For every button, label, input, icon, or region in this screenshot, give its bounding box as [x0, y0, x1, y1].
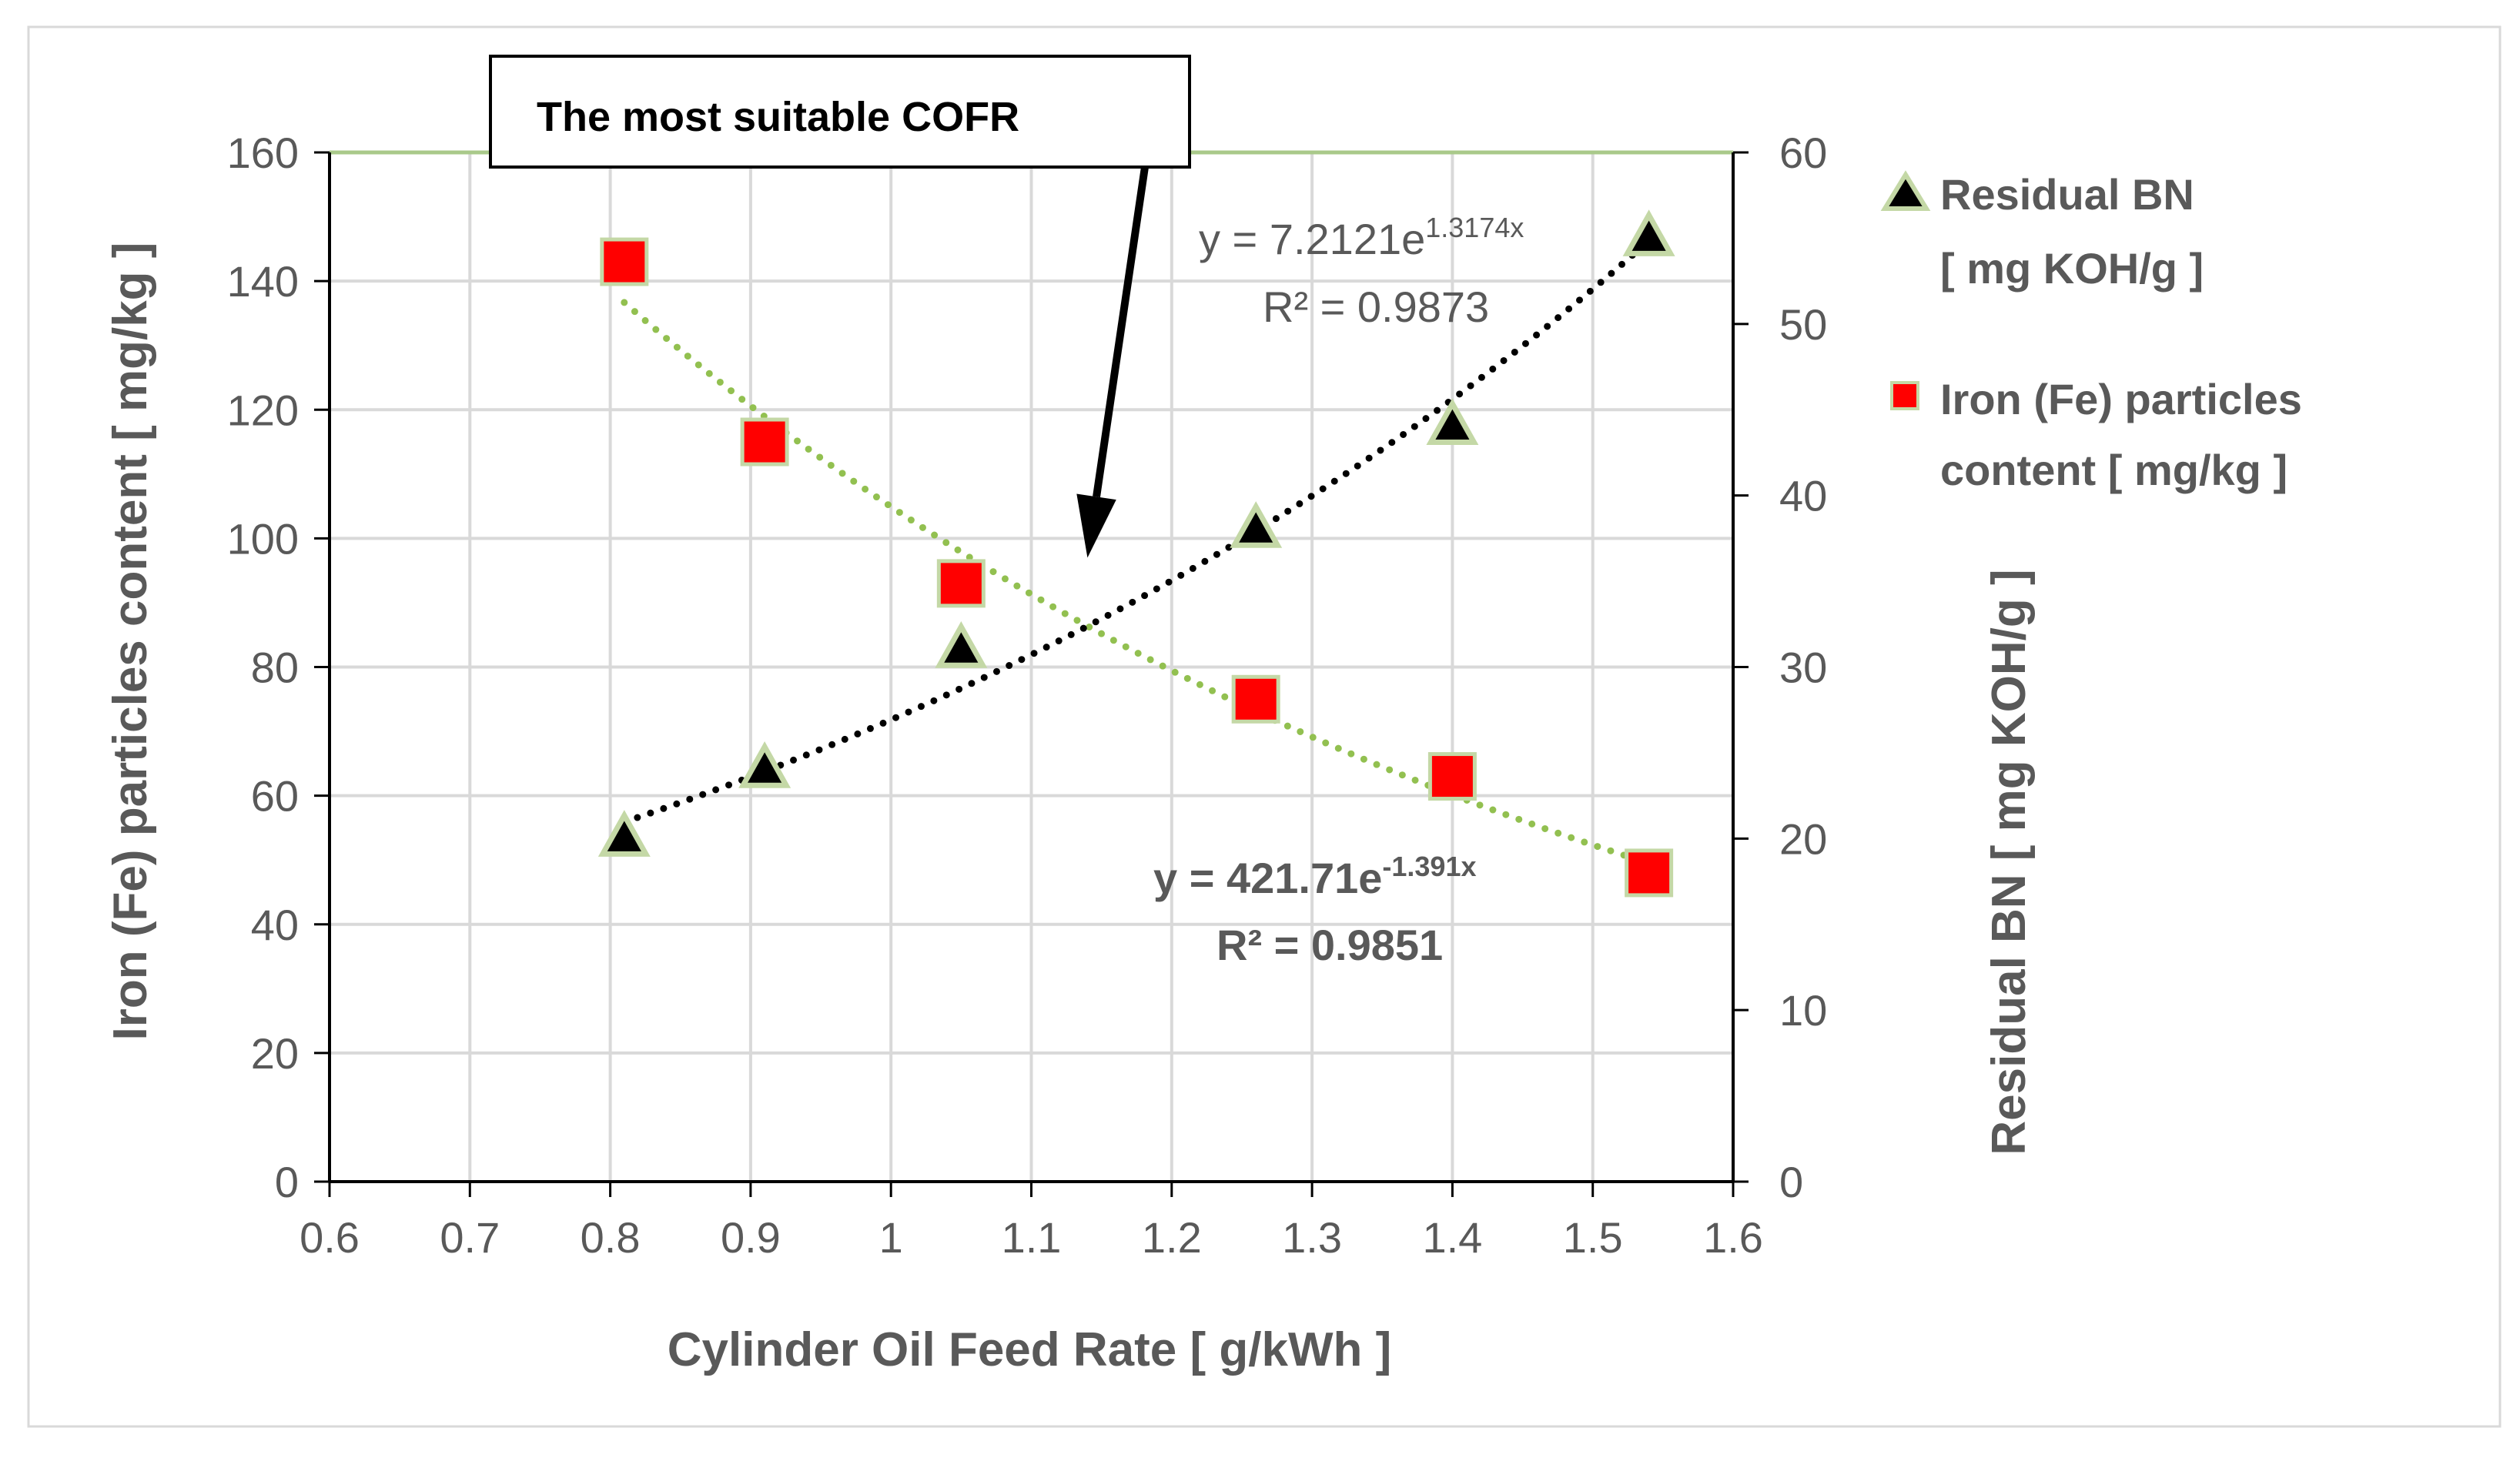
- axes: 0.6 0.7 0.8 0.9 1 1.1 1.2 1.3 1.4 1.5 1.6 0 20 40 60 80…: [227, 129, 1828, 1262]
- fe-data-point: [936, 559, 986, 608]
- y-axis-left-title: Iron (Fe) particles content [ mg/kg ]: [104, 242, 157, 1041]
- bn-trend-equation: y = 7.2121e1.3174x: [1199, 212, 1524, 263]
- fe-data-point: [600, 237, 649, 286]
- y-left-tick-label: 60: [251, 772, 299, 821]
- y-right-tick-label: 0: [1779, 1158, 1803, 1206]
- fe-trend-equation-exponent: -1.391x: [1382, 851, 1476, 882]
- y-right-tick-label: 50: [1779, 300, 1827, 349]
- annotation-text: The most suitable COFR: [537, 94, 1019, 140]
- legend: Residual BN [ mg KOH/g ] Iron (Fe) parti…: [1880, 170, 2302, 494]
- y-left-tick-label: 20: [251, 1029, 299, 1078]
- legend-label-residual-bn-line2: [ mg KOH/g ]: [1940, 244, 2204, 293]
- x-tick-label: 1.4: [1422, 1213, 1482, 1262]
- y-left-tick-label: 120: [227, 386, 299, 434]
- x-tick-label: 1: [879, 1213, 903, 1262]
- legend-marker-square: [1890, 381, 1919, 410]
- y-left-tick-label: 40: [251, 901, 299, 949]
- bn-data-point: [1426, 398, 1479, 446]
- data-markers: [597, 209, 1675, 898]
- bn-trendline: [621, 237, 1653, 826]
- legend-label-iron-line1: Iron (Fe) particles: [1940, 375, 2302, 423]
- annotation-most-suitable-cofr: The most suitable COFR: [489, 55, 1191, 558]
- fe-trend-equation: y = 421.71e-1.391x: [1153, 851, 1477, 902]
- bn-data-point: [1230, 501, 1283, 548]
- annotation-box: [489, 55, 1191, 169]
- y-right-tick-label: 40: [1779, 472, 1827, 520]
- x-tick-label: 0.7: [440, 1213, 500, 1262]
- legend-label-residual-bn-line1: Residual BN: [1940, 170, 2194, 219]
- y-left-tick-label: 80: [251, 644, 299, 692]
- x-tick-label: 1.1: [1002, 1213, 1062, 1262]
- legend-item-iron-particles: Iron (Fe) particles content [ mg/kg ]: [1890, 375, 2302, 494]
- bn-data-point: [1622, 209, 1675, 256]
- bn-trend-equation-exponent: 1.3174x: [1425, 212, 1524, 243]
- annotation-arrowhead: [1076, 493, 1116, 558]
- fe-data-point: [1231, 674, 1280, 724]
- y-left-tick-label: 0: [275, 1158, 299, 1206]
- fe-data-point: [740, 417, 789, 466]
- y-right-tick-label: 30: [1779, 644, 1827, 692]
- y-left-tick-label: 100: [227, 514, 299, 563]
- fe-data-point: [1427, 752, 1477, 801]
- bn-trend-r2: R² = 0.9873: [1263, 283, 1489, 331]
- legend-marker-triangle: [1880, 170, 1931, 211]
- y-right-tick-label: 10: [1779, 986, 1827, 1035]
- x-tick-label: 1.2: [1142, 1213, 1202, 1262]
- x-tick-label: 0.9: [721, 1213, 781, 1262]
- bn-data-point: [597, 810, 651, 857]
- chart-frame: [27, 25, 2502, 1428]
- bn-trend-equation-main: y = 7.2121e: [1199, 215, 1425, 263]
- legend-label-iron-line2: content [ mg/kg ]: [1940, 446, 2287, 494]
- y-axis-right-title: Residual BN [ mg KOH/g ]: [1983, 569, 2036, 1155]
- gridlines: [330, 150, 1733, 1182]
- y-left-tick-label: 160: [227, 129, 299, 177]
- fe-trend-r2: R² = 0.9851: [1216, 921, 1443, 969]
- trendlines: [621, 237, 1653, 867]
- fe-trendline: [621, 299, 1653, 867]
- x-tick-label: 1.5: [1563, 1213, 1623, 1262]
- fe-trend-equation-main: y = 421.71e: [1153, 854, 1382, 902]
- x-tick-label: 1.3: [1282, 1213, 1342, 1262]
- annotation-arrow: [1093, 166, 1149, 498]
- x-tick-label: 0.8: [581, 1213, 641, 1262]
- x-axis-title: Cylinder Oil Feed Rate [ g/kWh ]: [668, 1323, 1391, 1376]
- bn-data-point: [738, 741, 791, 788]
- bn-data-point: [935, 621, 988, 668]
- trendline-equations: y = 7.2121e1.3174x R² = 0.9873 y = 421.7…: [1153, 212, 1524, 969]
- x-tick-label: 0.6: [300, 1213, 360, 1262]
- legend-item-residual-bn: Residual BN [ mg KOH/g ]: [1880, 170, 2204, 293]
- fe-data-point: [1625, 848, 1674, 898]
- y-right-tick-label: 20: [1779, 814, 1827, 863]
- x-tick-label: 1.6: [1703, 1213, 1763, 1262]
- y-right-tick-label: 60: [1779, 129, 1827, 177]
- y-left-tick-label: 140: [227, 257, 299, 306]
